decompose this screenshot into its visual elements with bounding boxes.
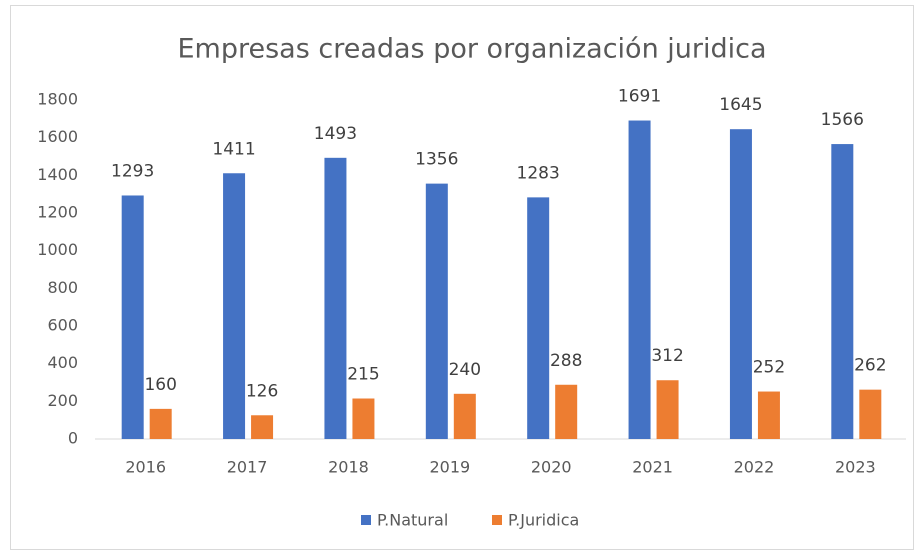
data-label: 1691	[618, 87, 661, 107]
data-label: 288	[550, 351, 582, 371]
bar	[555, 384, 578, 439]
x-tick-label: 2017	[227, 458, 268, 477]
y-tick-label: 600	[47, 316, 78, 335]
y-tick-label: 1600	[37, 127, 78, 146]
chart-title: Empresas creadas por organización juridi…	[177, 34, 766, 65]
y-tick-label: 800	[47, 278, 78, 297]
data-label: 240	[449, 360, 481, 380]
data-label: 1356	[415, 150, 458, 170]
bar	[121, 195, 144, 439]
data-label: 1283	[517, 163, 560, 183]
data-label: 262	[854, 356, 886, 376]
legend-label: P.Natural	[377, 511, 448, 530]
x-tick-label: 2016	[125, 458, 166, 477]
data-label: 1645	[719, 95, 762, 115]
data-label: 1493	[314, 124, 357, 144]
y-tick-label: 1800	[37, 90, 78, 109]
data-label: 1411	[212, 139, 255, 159]
x-tick-label: 2021	[632, 458, 673, 477]
x-tick-label: 2018	[328, 458, 369, 477]
bar	[831, 144, 854, 439]
data-label: 252	[753, 358, 785, 378]
y-tick-label: 400	[47, 353, 78, 372]
data-label: 312	[651, 346, 683, 366]
bar	[149, 408, 172, 439]
y-tick-label: 1200	[37, 203, 78, 222]
bar	[527, 197, 550, 439]
bar	[223, 173, 246, 440]
x-tick-label: 2022	[734, 458, 775, 477]
bar	[453, 393, 476, 439]
data-label: 1293	[111, 161, 154, 181]
y-tick-label: 1000	[37, 240, 78, 259]
legend-swatch	[361, 515, 371, 525]
legend-label: P.Juridica	[508, 511, 579, 530]
bar	[628, 120, 651, 440]
y-tick-label: 1400	[37, 165, 78, 184]
bar	[859, 389, 882, 439]
bar	[729, 129, 752, 440]
y-tick-label: 0	[68, 429, 78, 448]
data-label: 215	[347, 365, 379, 385]
y-tick-label: 200	[47, 391, 78, 410]
data-label: 1566	[821, 110, 864, 130]
x-tick-label: 2019	[429, 458, 470, 477]
data-label: 160	[144, 375, 176, 395]
legend-swatch	[492, 515, 502, 525]
bar	[352, 398, 375, 439]
data-label: 126	[246, 381, 278, 401]
bar	[656, 380, 679, 439]
bar	[324, 157, 347, 439]
bar	[757, 391, 780, 439]
bar	[425, 183, 448, 439]
x-tick-label: 2023	[835, 458, 876, 477]
bar	[251, 415, 274, 439]
chart-frame	[10, 5, 914, 550]
x-tick-label: 2020	[531, 458, 572, 477]
